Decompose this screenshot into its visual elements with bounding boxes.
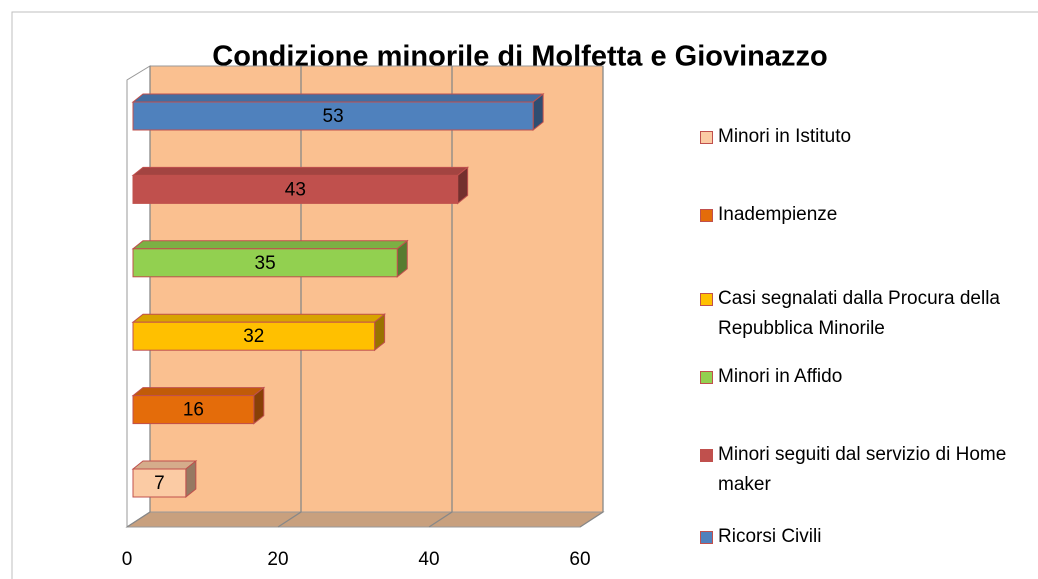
side-wall: [126, 65, 151, 528]
bar: [131, 239, 409, 278]
x-tick-label: 20: [267, 549, 288, 570]
grid-line: [126, 66, 151, 528]
bar-top: [131, 460, 198, 470]
legend-label: Minori in Affido: [718, 366, 843, 387]
legend-swatch: [700, 449, 713, 462]
bar-front: [132, 101, 534, 131]
bar-front: [132, 248, 398, 278]
value-label: 53: [323, 106, 344, 127]
bar: [131, 313, 387, 352]
legend-label: Inadempienze: [718, 204, 838, 225]
chart-border: [11, 11, 1038, 579]
bar: [131, 386, 266, 425]
grid-line: [579, 66, 604, 528]
bar-front: [132, 468, 187, 498]
back-wall: [149, 65, 604, 513]
legend-label: Casi segnalati dalla Procura della Repub…: [718, 288, 1000, 339]
bar-top: [131, 93, 545, 103]
bar: [131, 459, 198, 499]
value-label: 35: [255, 253, 276, 274]
bar-front: [132, 395, 255, 425]
legend-item: Minori in Affido: [700, 362, 1035, 392]
legend-swatch: [700, 131, 713, 144]
legend-swatch: [700, 293, 713, 306]
legend-swatch: [700, 531, 713, 544]
bar: [131, 92, 545, 132]
bar-front: [132, 321, 376, 351]
bar-front: [132, 174, 459, 204]
value-label: 7: [154, 473, 165, 494]
grid-line: [428, 66, 453, 528]
legend-item: Inadempienze: [700, 200, 1035, 230]
legend-item: Ricorsi Civili: [700, 522, 1035, 552]
legend-item: Minori in Istituto: [700, 122, 1035, 152]
grid-line: [277, 66, 302, 528]
value-label: 43: [285, 179, 306, 200]
x-tick-label: 40: [418, 549, 439, 570]
legend-label: Ricorsi Civili: [718, 526, 822, 547]
legend-swatch: [700, 209, 713, 222]
legend-item: Minori seguiti dal servizio di Home make…: [700, 440, 1035, 500]
bar-top: [131, 313, 387, 323]
bar: [131, 166, 470, 205]
bar-top: [131, 240, 409, 250]
legend-label: Minori seguiti dal servizio di Home make…: [718, 444, 1007, 495]
bar-top: [131, 387, 266, 397]
legend-label: Minori in Istituto: [718, 126, 852, 147]
bar-top: [131, 166, 470, 176]
x-tick-label: 60: [569, 549, 590, 570]
legend-item: Casi segnalati dalla Procura della Repub…: [700, 284, 1035, 344]
x-tick-label: 0: [122, 549, 133, 570]
legend-swatch: [700, 371, 713, 384]
value-label: 16: [183, 400, 204, 421]
floor: [125, 511, 605, 528]
value-label: 32: [243, 326, 264, 347]
